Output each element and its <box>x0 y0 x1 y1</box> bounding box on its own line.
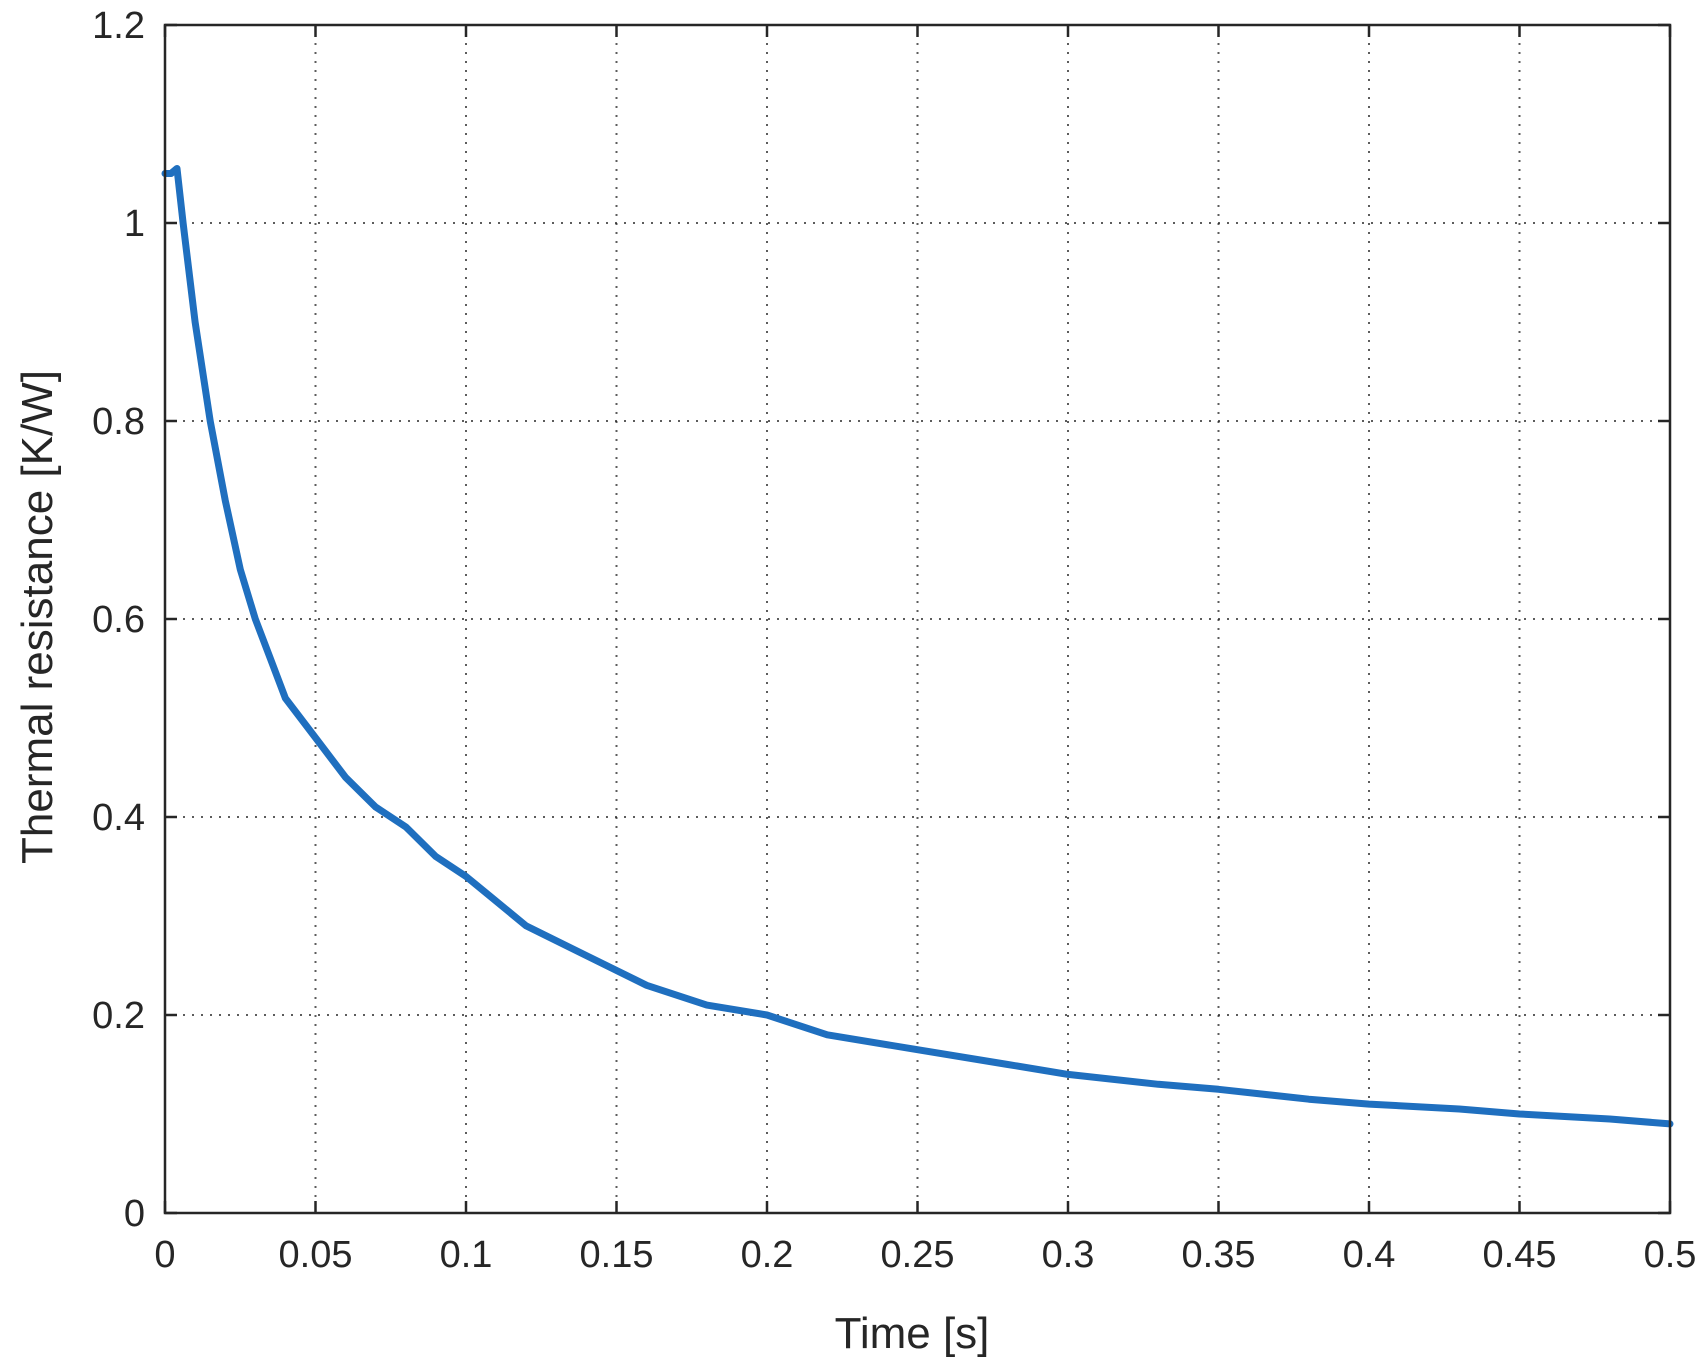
x-tick-label: 0.3 <box>1042 1234 1095 1276</box>
y-tick-label: 1 <box>124 203 145 245</box>
y-axis-label: Thermal resistance [K/W] <box>13 370 62 864</box>
x-axis-label: Time [s] <box>835 1309 990 1358</box>
y-tick-label: 0.2 <box>92 995 145 1037</box>
x-tick-label: 0.15 <box>580 1234 654 1276</box>
y-tick-label: 0 <box>124 1193 145 1235</box>
axes <box>163 23 1672 1215</box>
x-tick-label: 0.5 <box>1644 1234 1697 1276</box>
x-tick-label: 0.25 <box>881 1234 955 1276</box>
y-tick-label: 0.4 <box>92 797 145 839</box>
y-tick-label: 0.6 <box>92 599 145 641</box>
x-tick-label: 0.05 <box>279 1234 353 1276</box>
x-tick-label: 0.45 <box>1483 1234 1557 1276</box>
x-tick-label: 0.35 <box>1182 1234 1256 1276</box>
y-tick-labels: 0 0.2 0.4 0.6 0.8 1 1.2 <box>92 5 145 1235</box>
x-tick-label: 0.1 <box>440 1234 493 1276</box>
x-tick-label: 0 <box>154 1234 175 1276</box>
y-tick-label: 0.8 <box>92 401 145 443</box>
y-tick-label: 1.2 <box>92 5 145 47</box>
series-line <box>161 165 1674 1128</box>
x-tick-labels: 0 0.05 0.1 0.15 0.2 0.25 0.3 0.35 0.4 0.45 0.5 <box>154 1234 1696 1276</box>
series-layer <box>161 165 1674 1128</box>
grid <box>165 25 1670 1213</box>
x-tick-label: 0.2 <box>741 1234 794 1276</box>
x-tick-label: 0.4 <box>1343 1234 1396 1276</box>
